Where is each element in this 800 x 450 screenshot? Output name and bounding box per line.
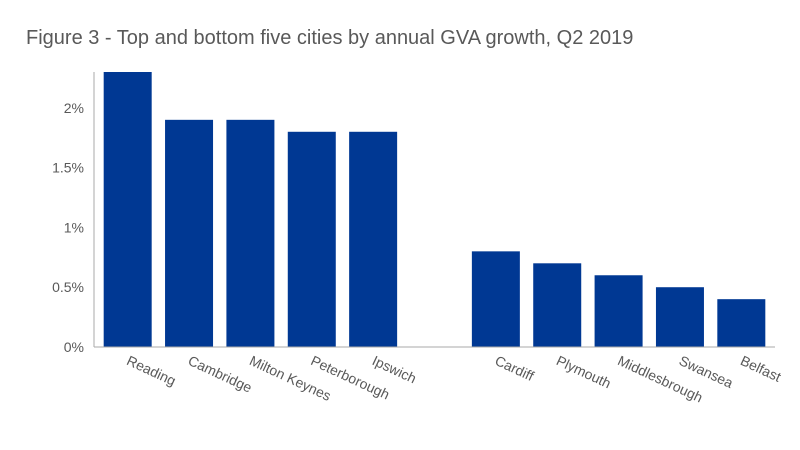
bar	[655, 287, 704, 347]
bar	[594, 275, 643, 347]
bars	[103, 72, 766, 348]
bar	[165, 119, 214, 348]
chart-title: Figure 3 - Top and bottom five cities by…	[26, 27, 634, 49]
x-category-label: Cambridge	[186, 352, 255, 396]
bar	[717, 299, 766, 347]
bar	[226, 119, 275, 348]
x-category-label: Plymouth	[554, 352, 614, 391]
bar	[471, 251, 520, 347]
y-tick-label: 1.5%	[52, 160, 84, 176]
y-axis-ticks: 0% 0.5% 1% 1.5% 2%	[52, 100, 84, 355]
y-tick-label: 1%	[64, 219, 84, 235]
y-tick-label: 0%	[64, 339, 84, 355]
bar	[287, 131, 336, 347]
x-category-label: Cardiff	[493, 352, 537, 384]
x-category-label: Belfast	[738, 352, 784, 385]
bar	[533, 263, 582, 347]
y-tick-label: 0.5%	[52, 279, 84, 295]
bar	[103, 72, 152, 347]
x-category-label: Reading	[124, 352, 178, 389]
y-tick-label: 2%	[64, 100, 84, 116]
bar	[349, 131, 398, 347]
